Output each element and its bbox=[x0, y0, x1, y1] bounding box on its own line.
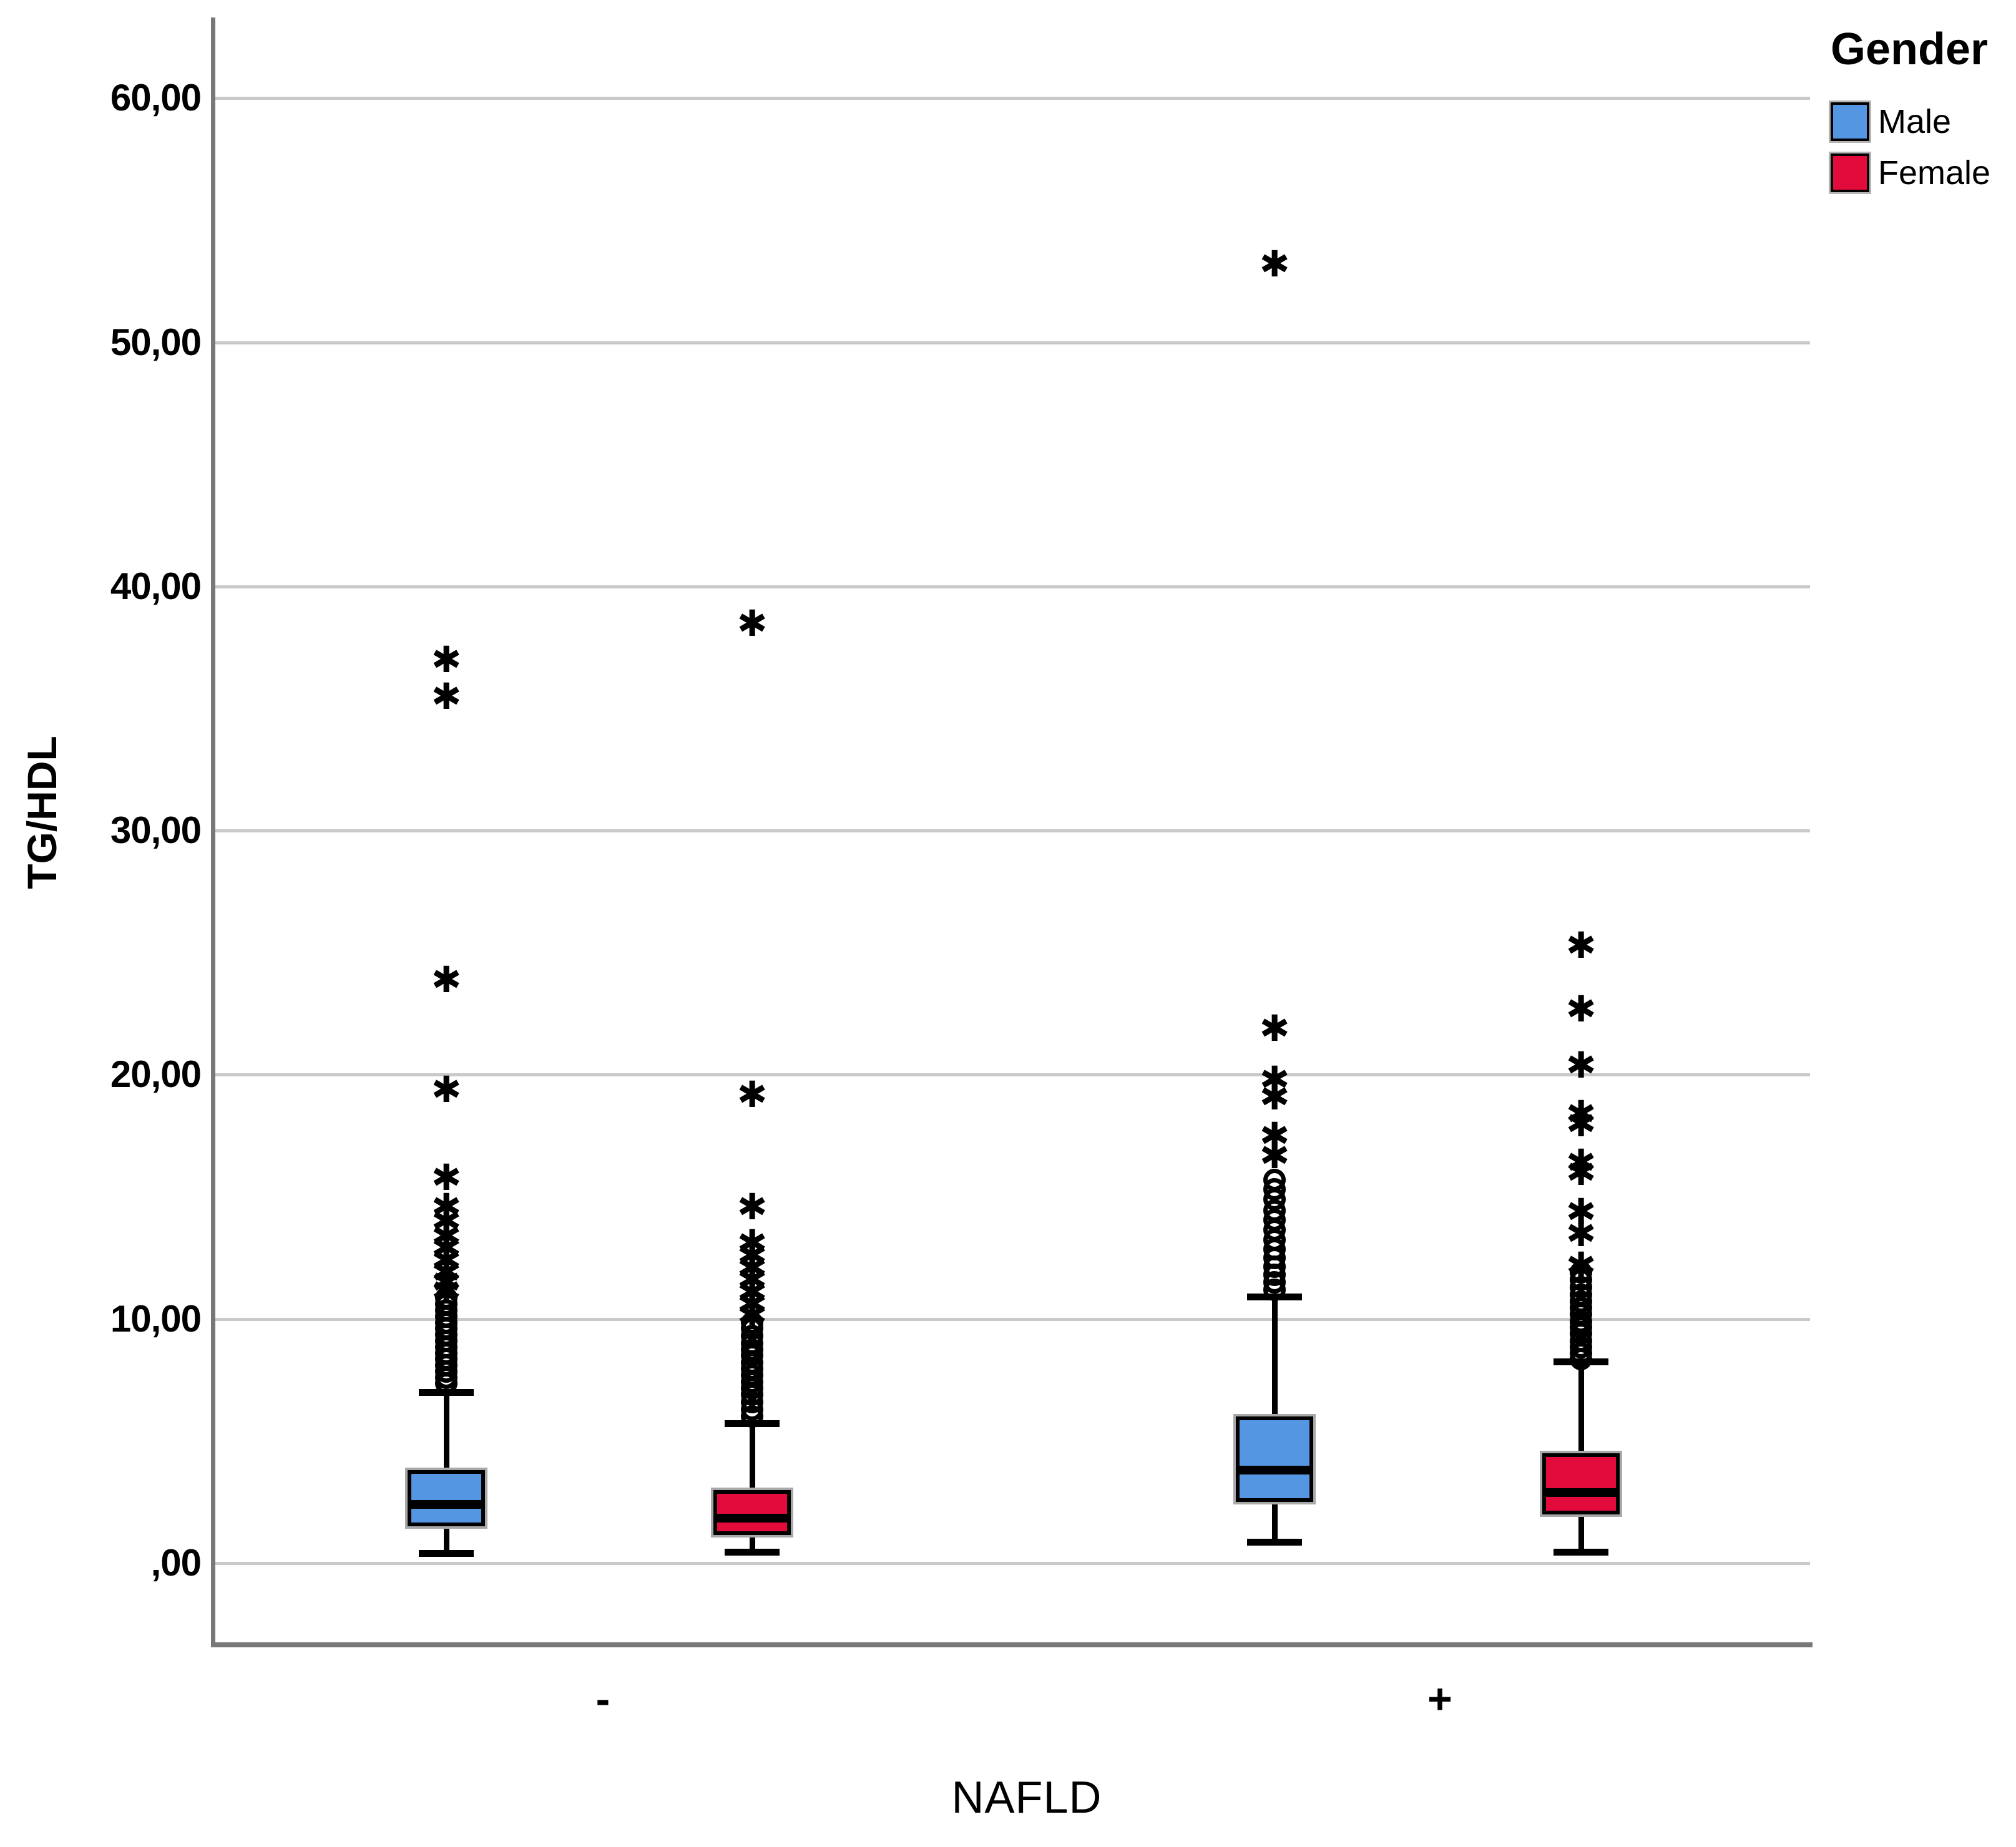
outlier-star: ✱ bbox=[1565, 1102, 1597, 1145]
box---female bbox=[713, 1489, 791, 1535]
box-+-male bbox=[1236, 1416, 1313, 1503]
outlier-star: ✱ bbox=[431, 675, 462, 718]
y-gridline bbox=[213, 1317, 1810, 1321]
median-line bbox=[713, 1513, 791, 1523]
outlier-star: ✱ bbox=[1565, 1244, 1597, 1287]
outlier-star: ✱ bbox=[431, 958, 462, 1001]
outlier-star: ✱ bbox=[431, 1214, 462, 1257]
y-tick-label: 40,00 bbox=[110, 565, 202, 607]
outlier-star: ✱ bbox=[1565, 1141, 1597, 1184]
lower-whisker-stem bbox=[443, 1526, 449, 1554]
box---male bbox=[408, 1470, 485, 1527]
outlier-star: ✱ bbox=[1565, 1093, 1597, 1136]
outlier-star: ✱ bbox=[431, 1269, 462, 1312]
male-color-swatch bbox=[1831, 102, 1869, 141]
upper-whisker-stem bbox=[1578, 1362, 1584, 1453]
y-tick-label: 30,00 bbox=[110, 809, 202, 852]
median-line bbox=[1542, 1488, 1620, 1497]
outlier-star: ✱ bbox=[431, 1239, 462, 1282]
outlier-star: ✱ bbox=[1259, 1114, 1290, 1157]
y-gridline bbox=[213, 1562, 1810, 1565]
lower-whisker-stem bbox=[1271, 1502, 1278, 1542]
outlier-circle bbox=[1263, 1278, 1286, 1301]
outlier-star: ✱ bbox=[736, 1222, 768, 1265]
y-axis-title: TG/HDL bbox=[19, 736, 65, 889]
x-category-label-positive: + bbox=[1427, 1675, 1452, 1723]
outlier-star: ✱ bbox=[431, 1156, 462, 1199]
y-gridline bbox=[213, 97, 1810, 100]
outlier-circle bbox=[1570, 1348, 1592, 1371]
lower-whisker-cap bbox=[1247, 1539, 1302, 1546]
outlier-star: ✱ bbox=[1259, 1134, 1290, 1177]
outlier-star: ✱ bbox=[1259, 243, 1290, 286]
outlier-star: ✱ bbox=[1565, 1151, 1597, 1194]
outlier-star: ✱ bbox=[431, 638, 462, 681]
outlier-star: ✱ bbox=[1565, 987, 1597, 1030]
upper-whisker-stem bbox=[1271, 1297, 1278, 1417]
outlier-star: ✱ bbox=[431, 1261, 462, 1304]
lower-whisker-cap bbox=[1554, 1548, 1608, 1556]
legend-item-male: Male bbox=[1831, 102, 1990, 141]
outlier-star: ✱ bbox=[1565, 1190, 1597, 1233]
outlier-star: ✱ bbox=[736, 1073, 768, 1116]
lower-whisker-cap bbox=[419, 1549, 474, 1557]
outlier-star: ✱ bbox=[431, 1185, 462, 1228]
x-axis-title: NAFLD bbox=[951, 1773, 1102, 1823]
outlier-star: ✱ bbox=[431, 1068, 462, 1111]
upper-whisker-stem bbox=[749, 1423, 755, 1490]
outlier-circle bbox=[741, 1405, 763, 1428]
outlier-star: ✱ bbox=[736, 1294, 768, 1337]
outlier-star: ✱ bbox=[736, 1246, 768, 1289]
y-tick-label: 20,00 bbox=[110, 1053, 202, 1096]
outlier-star: ✱ bbox=[1259, 1058, 1290, 1101]
outlier-circle bbox=[435, 1372, 458, 1395]
y-tick-label: 60,00 bbox=[110, 77, 202, 119]
legend-label-male: Male bbox=[1878, 103, 1952, 140]
lower-whisker-stem bbox=[749, 1535, 755, 1552]
y-tick-label: 50,00 bbox=[110, 321, 202, 363]
outlier-star: ✱ bbox=[1565, 924, 1597, 967]
outlier-star: ✱ bbox=[736, 1283, 768, 1326]
x-category-label-negative: - bbox=[595, 1675, 610, 1723]
y-axis-line bbox=[211, 17, 215, 1647]
y-gridline bbox=[213, 585, 1810, 588]
outlier-star: ✱ bbox=[736, 602, 768, 645]
outlier-star: ✱ bbox=[736, 1270, 768, 1313]
y-tick-label: 10,00 bbox=[110, 1297, 202, 1340]
y-gridline bbox=[213, 1073, 1810, 1077]
legend: Gender Male Female bbox=[1831, 24, 1990, 205]
outlier-star: ✱ bbox=[736, 1234, 768, 1277]
median-line bbox=[408, 1500, 485, 1509]
outlier-star: ✱ bbox=[431, 1227, 462, 1270]
upper-whisker-stem bbox=[443, 1392, 449, 1471]
y-gridline bbox=[213, 341, 1810, 344]
outlier-star: ✱ bbox=[1259, 1007, 1290, 1050]
outlier-star: ✱ bbox=[1565, 1212, 1597, 1255]
y-tick-label: ,00 bbox=[150, 1542, 202, 1584]
median-line bbox=[1236, 1466, 1313, 1475]
legend-title: Gender bbox=[1831, 24, 1989, 74]
outlier-star: ✱ bbox=[736, 1259, 768, 1302]
x-axis-line bbox=[211, 1642, 1813, 1647]
outlier-star: ✱ bbox=[431, 1200, 462, 1243]
lower-whisker-stem bbox=[1578, 1514, 1584, 1552]
outlier-star: ✱ bbox=[736, 1185, 768, 1228]
outlier-star: ✱ bbox=[1259, 1075, 1290, 1118]
lower-whisker-cap bbox=[725, 1548, 780, 1556]
box-+-female bbox=[1542, 1453, 1620, 1514]
y-gridline bbox=[213, 829, 1810, 833]
outlier-star: ✱ bbox=[431, 1251, 462, 1294]
legend-label-female: Female bbox=[1878, 154, 1991, 192]
female-color-swatch bbox=[1831, 154, 1869, 192]
outlier-star: ✱ bbox=[1565, 1043, 1597, 1086]
legend-item-female: Female bbox=[1831, 154, 1990, 192]
